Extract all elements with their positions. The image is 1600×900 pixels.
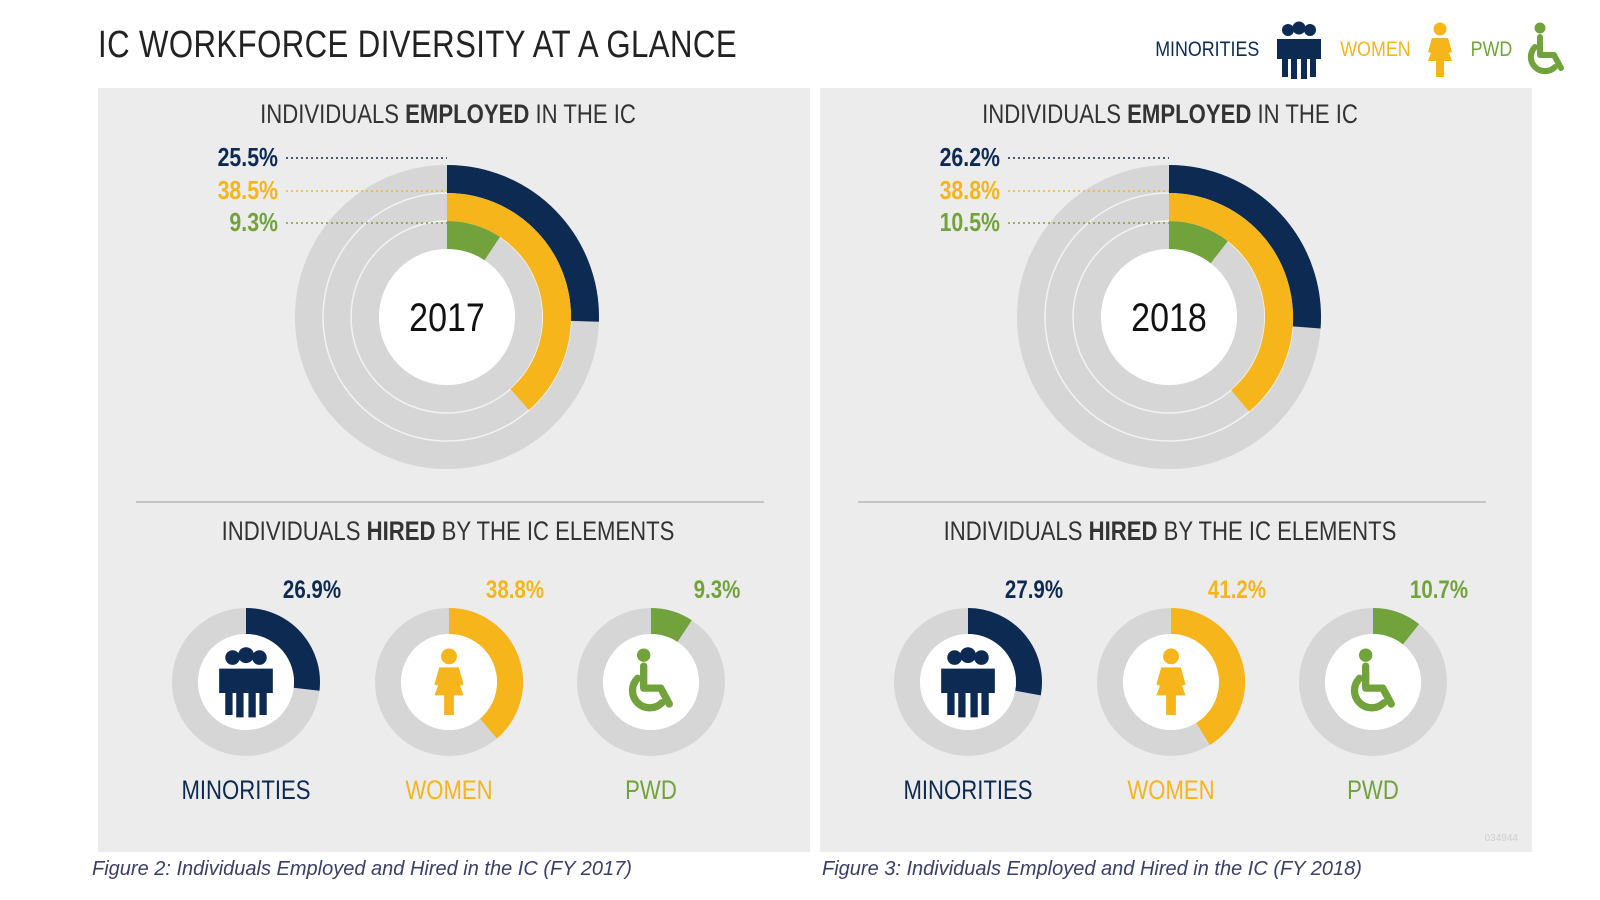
page-title: IC WORKFORCE DIVERSITY AT A GLANCE (98, 24, 738, 66)
employed-arc-women (1168, 193, 1293, 412)
hired-value-minorities: 27.9% (1005, 575, 1063, 603)
hired-label-minorities: MINORITIES (903, 776, 1032, 806)
watermark: 034944 (1484, 833, 1518, 844)
employed-rings (1017, 165, 1321, 469)
hired-arc-pwd (650, 608, 692, 643)
chart-2017: INDIVIDUALS EMPLOYED IN THE IC201725.5%3… (136, 100, 764, 806)
hired-label-minorities: MINORITIES (181, 776, 310, 806)
year-label: 2018 (1131, 294, 1207, 339)
year-label: 2017 (409, 294, 485, 339)
hired-donut-pwd (1299, 608, 1447, 756)
hired-donut-women (375, 608, 523, 756)
employed-label-women: 38.5% (218, 176, 278, 206)
employed-rings (295, 165, 599, 469)
hired-arc-women (448, 608, 523, 739)
hired-label-pwd: PWD (1347, 776, 1399, 806)
hired-value-pwd: 9.3% (694, 575, 741, 603)
hired-value-minorities: 26.9% (283, 575, 341, 603)
legend-pwd-label: PWD (1470, 38, 1513, 61)
hired-arc-minorities (967, 608, 1042, 696)
people-group-icon (941, 647, 995, 718)
donut-center (1325, 634, 1421, 730)
wheelchair-icon (1350, 648, 1395, 712)
employed-label-women: 38.8% (940, 176, 1000, 206)
hired-label-women: WOMEN (1127, 776, 1214, 806)
employed-title: INDIVIDUALS EMPLOYED IN THE IC (260, 100, 636, 130)
legend-minorities: MINORITIES (1146, 21, 1325, 79)
year-center (1101, 249, 1237, 385)
woman-icon (1156, 648, 1186, 715)
hired-arc-women (1170, 608, 1245, 745)
people-group-icon (1277, 21, 1322, 79)
employed-arc-minorities (446, 165, 599, 322)
woman-icon (434, 648, 464, 715)
figure-3-caption: Figure 3: Individuals Employed and Hired… (822, 858, 1362, 880)
legend-pwd: PWD (1467, 21, 1570, 79)
legend: MINORITIES WOMEN PWD (1146, 20, 1570, 80)
woman-icon (1428, 22, 1452, 77)
legend-women: WOMEN (1334, 21, 1457, 79)
employed-label-pwd: 9.3% (229, 208, 278, 238)
employed-title: INDIVIDUALS EMPLOYED IN THE IC (982, 100, 1358, 130)
figure-2-caption: Figure 2: Individuals Employed and Hired… (92, 858, 632, 880)
hired-donut-women (1097, 608, 1245, 756)
wheelchair-icon (1527, 22, 1564, 75)
employed-arc-women (446, 193, 571, 411)
hired-label-women: WOMEN (405, 776, 492, 806)
chart-2018: INDIVIDUALS EMPLOYED IN THE IC 2018 26.2%3… (858, 100, 1486, 806)
hired-value-women: 41.2% (1208, 575, 1266, 603)
hired-donut-minorities (894, 608, 1042, 756)
hired-title: INDIVIDUALS HIRED BY THE IC ELEMENTS (944, 517, 1397, 547)
employed-label-pwd: 10.5% (940, 208, 1000, 238)
panel-2017: INDIVIDUALS EMPLOYED IN THE IC 2017 25.5% 3… (98, 88, 810, 852)
hired-arc-minorities (245, 608, 320, 691)
panel-2018: INDIVIDUALS EMPLOYED IN THE IC 2018 26.2% 3… (820, 88, 1532, 852)
employed-label-minorities: 25.5% (218, 143, 278, 173)
hired-donut-minorities (172, 608, 320, 756)
people-group-icon (219, 647, 273, 718)
hired-title: INDIVIDUALS HIRED BY THE IC ELEMENTS (222, 517, 675, 547)
hired-value-women: 38.8% (486, 575, 544, 603)
hired-label-pwd: PWD (625, 776, 677, 806)
legend-minorities-label: MINORITIES (1154, 38, 1259, 61)
hired-value-pwd: 10.7% (1410, 575, 1468, 603)
legend-women-label: WOMEN (1340, 38, 1411, 61)
year-center (379, 249, 515, 385)
employed-arc-pwd (446, 221, 500, 261)
employed-arc-minorities (1168, 165, 1321, 329)
hired-arc-pwd (1372, 608, 1420, 645)
ring-divider (1072, 220, 1266, 414)
hired-donut-pwd (577, 608, 725, 756)
employed-label-minorities: 26.2% (940, 143, 1000, 173)
wheelchair-icon (628, 648, 673, 712)
donut-center (603, 634, 699, 730)
employed-arc-pwd (1168, 221, 1228, 264)
